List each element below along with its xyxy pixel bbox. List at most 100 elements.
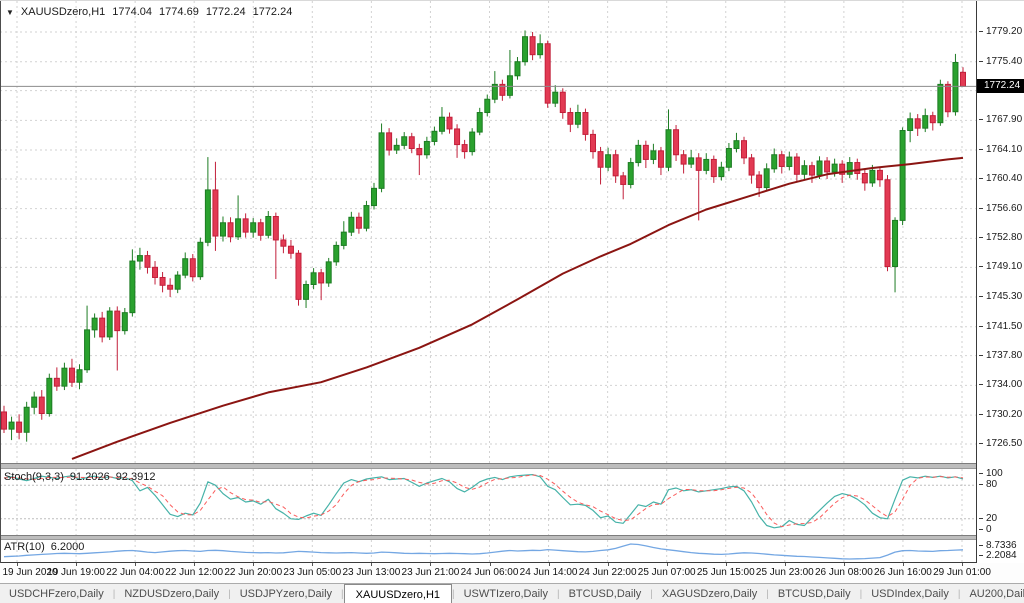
time-axis-tick xyxy=(725,563,727,566)
stoch-axis-label: 20 xyxy=(979,513,997,524)
price-axis-label: 1760.40 xyxy=(979,173,1022,184)
axis-tick xyxy=(979,472,983,474)
symbol-tab-xagusdzero[interactable]: XAGUSDzero,Daily xyxy=(661,588,758,600)
price-axis-label: 1779.20 xyxy=(979,26,1022,37)
time-axis-label: 24 Jun 06:00 xyxy=(460,567,519,578)
symbol-tab-usdchfzero[interactable]: USDCHFzero,Daily xyxy=(9,588,104,600)
axis-tick xyxy=(979,528,983,530)
price-axis: 1779.201775.401771.701767.901764.101760.… xyxy=(976,1,1024,563)
candlestick-chart-canvas[interactable] xyxy=(0,1,976,463)
time-axis-tick xyxy=(135,563,137,566)
atr-value: 6.2000 xyxy=(50,541,85,553)
tab-separator: | xyxy=(112,588,116,600)
stochastic-panel xyxy=(0,469,976,535)
time-axis-label: 25 Jun 07:00 xyxy=(637,567,696,578)
stoch-name: Stoch(9,3,3) xyxy=(4,471,64,483)
time-axis-tick xyxy=(17,563,18,566)
time-axis-label: 23 Jun 05:00 xyxy=(283,567,342,578)
symbol-tab-au200[interactable]: AU200,Daily xyxy=(969,588,1024,600)
axis-tick xyxy=(979,554,983,556)
axis-tick xyxy=(979,60,983,62)
atr-chart-canvas[interactable] xyxy=(0,540,976,563)
atr-axis-label: 8.7336 xyxy=(979,540,1017,551)
time-axis-label: 26 Jun 08:00 xyxy=(814,567,873,578)
price-axis-label: 1734.00 xyxy=(979,379,1022,390)
time-axis-label: 23 Jun 13:00 xyxy=(342,567,401,578)
price-axis-label: 1745.30 xyxy=(979,291,1022,302)
time-axis-tick xyxy=(843,563,845,566)
tab-separator: | xyxy=(766,588,769,600)
price-axis-label: 1752.80 xyxy=(979,232,1022,243)
time-axis-label: 24 Jun 22:00 xyxy=(578,567,637,578)
current-price-tag: 1772.24 xyxy=(977,79,1024,94)
stochastic-chart-canvas[interactable] xyxy=(0,469,976,535)
time-axis-tick xyxy=(253,563,255,566)
time-axis-tick xyxy=(962,563,963,566)
price-axis-label: 1767.90 xyxy=(979,114,1022,125)
axis-tick xyxy=(979,384,983,386)
time-axis-label: 19 Jun 2020 xyxy=(2,567,58,578)
panel-splitter[interactable] xyxy=(0,535,1024,540)
axis-tick xyxy=(979,325,983,327)
axis-tick xyxy=(979,295,983,297)
symbol-tab-uswtizero[interactable]: USWTIzero,Daily xyxy=(463,588,548,600)
price-axis-label: 1737.80 xyxy=(979,350,1022,361)
time-axis-label: 29 Jun 01:00 xyxy=(933,567,991,578)
time-axis-tick xyxy=(548,563,550,566)
panel-splitter[interactable] xyxy=(0,463,1024,469)
axis-tick xyxy=(979,119,983,121)
low-value: 1772.24 xyxy=(205,6,246,18)
axis-tick xyxy=(979,354,983,356)
symbol-period-label: XAUUSDzero,H1 xyxy=(20,6,106,18)
atr-name: ATR(10) xyxy=(4,541,45,553)
time-axis-label: 23 Jun 21:00 xyxy=(401,567,460,578)
price-chart-panel xyxy=(0,1,976,463)
axis-tick xyxy=(979,177,983,179)
symbol-tab-usdindex[interactable]: USDIndex,Daily xyxy=(871,588,949,600)
stoch-d-value: 92.3912 xyxy=(115,471,156,483)
tab-separator: | xyxy=(556,588,560,600)
time-axis-tick xyxy=(784,563,786,566)
chevron-down-icon[interactable]: ▼ xyxy=(6,7,14,17)
symbol-tab-nzdusdzero[interactable]: NZDUSDzero,Daily xyxy=(124,588,220,600)
tab-separator: | xyxy=(650,588,653,600)
price-axis-label: 1741.50 xyxy=(979,321,1022,332)
tab-separator: | xyxy=(957,588,961,600)
stochastic-indicator-label: Stoch(9,3,3) 91.2026 92.3912 xyxy=(4,471,155,483)
stoch-axis-label: 0 xyxy=(979,524,992,535)
price-axis-label: 1756.60 xyxy=(979,203,1022,214)
chart-left-border xyxy=(0,1,1,563)
time-axis-tick xyxy=(312,563,314,566)
atr-axis-label: 2.2084 xyxy=(979,550,1017,561)
axis-tick xyxy=(979,442,983,444)
tab-separator: | xyxy=(341,588,344,600)
time-axis-tick xyxy=(666,563,668,566)
price-axis-label: 1764.10 xyxy=(979,144,1022,155)
price-axis-label: 1749.10 xyxy=(979,261,1022,272)
time-axis-label: 22 Jun 12:00 xyxy=(165,567,224,578)
stoch-axis-label: 100 xyxy=(979,468,1003,479)
symbol-tab-btcusd[interactable]: BTCUSD,Daily xyxy=(568,588,642,600)
symbol-tab-xauusdzero[interactable]: XAUUSDzero,H1 xyxy=(343,583,452,603)
atr-indicator-label: ATR(10) 6.2000 xyxy=(4,541,84,553)
axis-tick xyxy=(979,517,983,519)
time-axis-label: 22 Jun 04:00 xyxy=(106,567,165,578)
time-axis-tick xyxy=(430,563,432,566)
time-axis-tick xyxy=(76,563,78,566)
tab-separator: | xyxy=(452,588,455,600)
axis-tick xyxy=(979,148,983,150)
axis-tick xyxy=(979,544,983,546)
axis-tick xyxy=(979,207,983,209)
close-value: 1772.24 xyxy=(252,6,293,18)
time-axis-label: 25 Jun 23:00 xyxy=(755,567,814,578)
open-value: 1774.04 xyxy=(112,6,153,18)
axis-tick xyxy=(979,484,983,486)
chart-title: ▼ XAUUSDzero,H1 1774.04 1774.69 1772.24 … xyxy=(6,6,292,18)
stoch-k-value: 91.2026 xyxy=(69,471,110,483)
price-axis-label: 1775.40 xyxy=(979,56,1022,67)
symbol-tab-btcusd[interactable]: BTCUSD,Daily xyxy=(777,588,851,600)
time-axis-tick xyxy=(902,563,904,566)
symbol-tab-usdjpyzero[interactable]: USDJPYzero,Daily xyxy=(239,588,333,600)
atr-panel xyxy=(0,540,976,563)
